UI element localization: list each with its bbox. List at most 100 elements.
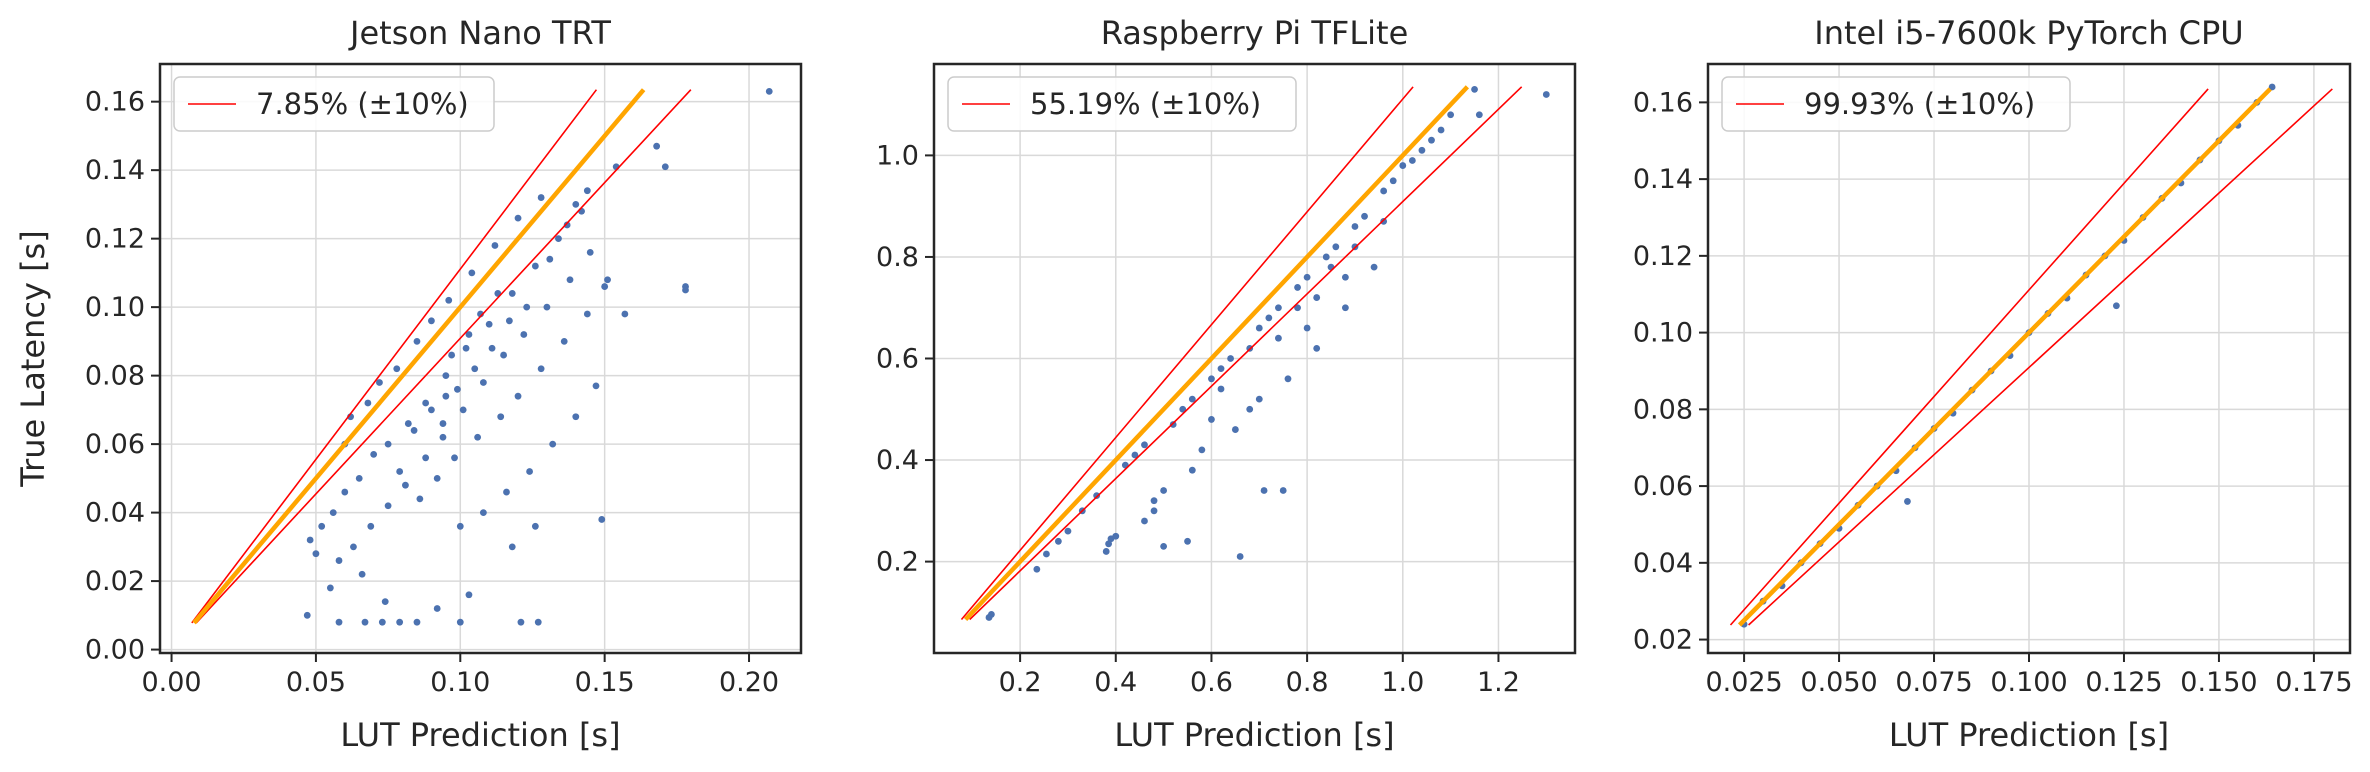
x-tick-label: 0.050 xyxy=(1800,667,1877,698)
data-point xyxy=(1188,395,1196,403)
y-tick-label: 0.16 xyxy=(1633,87,1693,118)
x-tick-label: 0.4 xyxy=(1094,667,1137,698)
data-point xyxy=(1341,273,1349,281)
data-point xyxy=(566,276,574,284)
data-point xyxy=(1370,263,1378,271)
data-point xyxy=(1033,565,1041,573)
legend-label: 7.85% (±10%) xyxy=(256,87,469,121)
data-point xyxy=(1380,218,1388,225)
data-point xyxy=(1246,405,1254,413)
y-tick-label: 0.14 xyxy=(85,155,145,186)
data-point xyxy=(1284,375,1292,383)
data-point xyxy=(661,163,669,171)
data-point xyxy=(1399,162,1407,169)
data-point xyxy=(318,522,326,530)
x-tick-label: 0.10 xyxy=(430,667,490,698)
data-point xyxy=(517,618,525,626)
y-tick-label: 0.06 xyxy=(85,429,145,460)
data-point xyxy=(598,516,606,523)
upper-tolerance-line xyxy=(1729,88,2209,626)
data-point xyxy=(531,522,539,530)
legend-label: 55.19% (±10%) xyxy=(1030,87,1261,121)
data-point xyxy=(1255,395,1263,403)
data-point xyxy=(1188,466,1196,474)
data-point xyxy=(1217,385,1225,393)
data-point xyxy=(1102,548,1110,555)
data-point xyxy=(1275,334,1282,342)
data-point xyxy=(583,310,591,318)
data-point xyxy=(1179,405,1187,413)
y-tick-label: 0.12 xyxy=(85,224,145,255)
x-tick-label: 0.15 xyxy=(575,667,635,698)
x-tick-label: 0.05 xyxy=(286,667,346,698)
data-point xyxy=(621,310,629,318)
data-point xyxy=(462,344,470,352)
data-point xyxy=(1093,492,1101,499)
data-point xyxy=(456,618,464,626)
data-point xyxy=(465,591,473,599)
data-point xyxy=(459,406,467,414)
data-point xyxy=(433,605,441,612)
data-point xyxy=(1294,284,1301,291)
data-point xyxy=(1141,517,1148,525)
data-point xyxy=(543,303,551,311)
data-point xyxy=(572,201,580,208)
x-tick-label: 0.025 xyxy=(1705,667,1782,698)
data-point xyxy=(1322,253,1330,261)
data-point xyxy=(1227,355,1234,362)
y-tick-label: 0.04 xyxy=(85,498,145,529)
plot-area xyxy=(960,85,1550,622)
data-point xyxy=(563,221,571,229)
data-point xyxy=(335,557,343,564)
panel-intel-i5: 0.025 0.050 0.075 0.100 0.125 0.150 0.175 0.02 0… xyxy=(1633,14,2353,754)
data-point xyxy=(1064,527,1072,535)
chart-title: Intel i5-7600k PyTorch CPU xyxy=(1814,14,2243,52)
data-point xyxy=(312,550,320,558)
upper-tolerance-line xyxy=(191,89,598,624)
data-point xyxy=(500,351,507,359)
data-point xyxy=(439,420,447,427)
data-point xyxy=(523,303,531,311)
y-tick-label: 0.00 xyxy=(85,635,145,666)
x-axis-label: LUT Prediction [s] xyxy=(340,716,620,754)
data-point xyxy=(1408,157,1416,164)
data-point xyxy=(1105,540,1113,548)
data-point xyxy=(555,235,562,243)
y-tick-label: 0.4 xyxy=(876,445,919,476)
y-tick-label: 0.6 xyxy=(876,344,919,375)
data-point xyxy=(586,248,594,256)
data-point xyxy=(1260,487,1268,494)
data-point xyxy=(1150,497,1158,505)
data-point xyxy=(471,365,479,373)
data-point xyxy=(514,392,522,400)
data-point xyxy=(378,618,386,626)
data-point xyxy=(358,570,366,578)
data-point xyxy=(370,450,378,458)
data-point xyxy=(491,242,499,249)
data-point xyxy=(364,399,372,407)
data-point xyxy=(384,502,392,510)
data-point xyxy=(1418,146,1426,154)
data-point xyxy=(433,474,441,482)
ideal-line xyxy=(1737,87,2272,627)
chart-title: Raspberry Pi TFLite xyxy=(1101,14,1409,52)
data-point xyxy=(2112,302,2120,310)
data-point xyxy=(1389,177,1397,185)
data-point xyxy=(404,420,412,427)
y-tick-label: 0.12 xyxy=(1633,241,1693,272)
data-point xyxy=(546,255,554,263)
data-point xyxy=(456,522,464,530)
data-point xyxy=(508,290,516,297)
x-tick-label: 0.6 xyxy=(1190,667,1233,698)
data-point xyxy=(1380,187,1388,195)
data-point xyxy=(1341,304,1349,312)
data-point xyxy=(549,440,557,448)
y-tick-label: 0.02 xyxy=(1633,625,1693,656)
x-axis-label: LUT Prediction [s] xyxy=(1889,716,2169,754)
data-point xyxy=(1303,273,1311,281)
data-point xyxy=(439,433,447,441)
y-tick-label: 0.06 xyxy=(1633,471,1693,502)
data-point xyxy=(537,365,545,373)
y-axis-label: True Latency [s] xyxy=(14,230,52,487)
data-point xyxy=(497,413,505,421)
